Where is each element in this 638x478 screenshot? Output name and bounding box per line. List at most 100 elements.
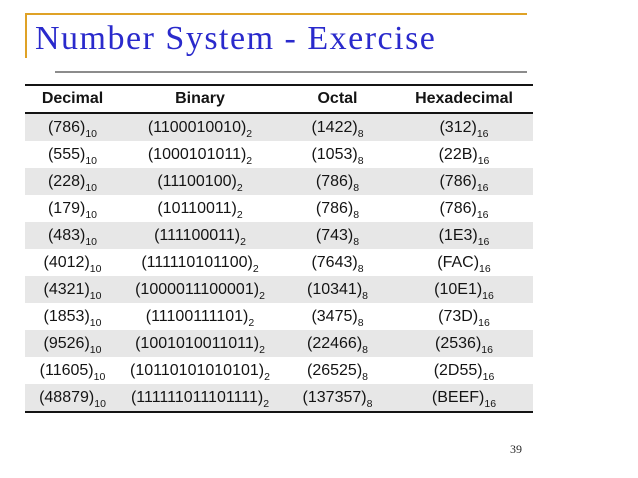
table-row: (483)10 (111100011)2 (743)8 (1E3)16 <box>25 222 533 249</box>
table-cell: (4012)10 <box>25 249 120 276</box>
table-cell: (2536)16 <box>395 330 533 357</box>
table-cell: (743)8 <box>280 222 395 249</box>
table-cell: (11100111101)2 <box>120 303 280 330</box>
base-subscript: 16 <box>481 343 493 356</box>
title-underline <box>55 71 527 73</box>
base-subscript: 8 <box>357 316 364 329</box>
header-cell-binary: Binary <box>120 85 280 114</box>
number-value: (3475) <box>311 307 358 325</box>
page-number: 39 <box>510 442 522 456</box>
base-subscript: 8 <box>362 370 368 383</box>
table-cell: (137357)8 <box>280 384 395 412</box>
table-row: (11605)10 (10110101010101)2 (26525)8 (2D55)… <box>25 357 533 384</box>
base-subscript: 8 <box>353 208 360 221</box>
number-value: (1053) <box>311 145 358 163</box>
table-cell: (11100100)2 <box>120 168 280 195</box>
table-cell: (10341)8 <box>280 276 395 303</box>
table-cell: (111100011)2 <box>120 222 280 249</box>
base-subscript: 10 <box>89 343 102 356</box>
base-subscript: 2 <box>240 235 246 248</box>
base-subscript: 2 <box>263 397 270 410</box>
table-cell: (786)8 <box>280 168 395 195</box>
number-value: (10110011) <box>157 199 237 217</box>
table-cell: (1001010011011)2 <box>120 330 280 357</box>
table-cell: (7643)8 <box>280 249 395 276</box>
base-subscript: 10 <box>85 208 98 221</box>
number-value: (22B) <box>438 145 478 163</box>
number-value: (228) <box>47 172 86 190</box>
number-value: (10110101010101) <box>130 361 265 379</box>
base-subscript: 16 <box>482 289 494 302</box>
header-cell-decimal: Decimal <box>25 85 120 114</box>
base-subscript: 16 <box>476 181 489 194</box>
number-value: (137357) <box>302 388 367 406</box>
base-subscript: 2 <box>246 154 253 167</box>
base-subscript: 2 <box>236 208 243 221</box>
number-value: (111111011101111) <box>130 388 264 406</box>
table-cell: (22466)8 <box>280 330 395 357</box>
base-subscript: 10 <box>85 154 98 167</box>
table-cell: (3475)8 <box>280 303 395 330</box>
table-header: Decimal Binary Octal Hexadecimal <box>25 85 533 114</box>
table-cell: (111111011101111)2 <box>120 384 280 412</box>
number-value: (7643) <box>311 253 358 271</box>
number-value: (11100100) <box>157 172 237 190</box>
base-subscript: 16 <box>477 235 490 248</box>
table-cell: (FAC)16 <box>395 249 533 276</box>
base-subscript: 8 <box>357 154 364 167</box>
number-value: (4012) <box>43 253 90 271</box>
base-subscript: 2 <box>264 370 270 383</box>
table-cell: (BEEF)16 <box>395 384 533 412</box>
table-cell: (1853)10 <box>25 303 120 330</box>
number-value: (179) <box>47 199 86 217</box>
base-subscript: 8 <box>353 235 360 248</box>
conversion-table: Decimal Binary Octal Hexadecimal (786)10… <box>25 84 533 413</box>
number-value: (111100011) <box>154 226 241 244</box>
number-value: (22466) <box>307 334 363 352</box>
slide-title: Number System - Exercise <box>35 20 437 57</box>
table-row: (179)10 (10110011)2 (786)8 (786)16 <box>25 195 533 222</box>
table-cell: (1100010010)2 <box>120 113 280 141</box>
table-row: (4321)10 (1000011100001)2 (10341)8 (10E1)16 <box>25 276 533 303</box>
number-value: (10341) <box>307 280 363 298</box>
number-value: (1000011100001) <box>135 280 260 298</box>
number-value: (111110101100) <box>141 253 253 271</box>
table-row: (786)10 (1100010010)2 (1422)8 (312)16 <box>25 113 533 141</box>
base-subscript: 2 <box>246 127 253 140</box>
number-value: (555) <box>47 145 86 163</box>
number-value: (1422) <box>311 118 358 136</box>
number-value: (1E3) <box>438 226 478 244</box>
table-row: (4012)10 (111110101100)2 (7643)8 (FAC)16 <box>25 249 533 276</box>
base-subscript: 16 <box>484 397 497 410</box>
table-cell: (11605)10 <box>25 357 120 384</box>
number-value: (BEEF) <box>431 388 485 406</box>
table-cell: (4321)10 <box>25 276 120 303</box>
base-subscript: 2 <box>248 316 255 329</box>
table-row: (9526)10 (1001010011011)2 (22466)8 (2536)16 <box>25 330 533 357</box>
base-subscript: 10 <box>85 181 98 194</box>
base-subscript: 16 <box>482 370 495 383</box>
header-cell-hexadecimal: Hexadecimal <box>395 85 533 114</box>
table-cell: (10E1)16 <box>395 276 533 303</box>
table-cell: (786)16 <box>395 195 533 222</box>
base-subscript: 10 <box>85 127 98 140</box>
table-cell: (1000011100001)2 <box>120 276 280 303</box>
number-value: (48879) <box>39 388 95 406</box>
number-value: (786) <box>315 172 354 190</box>
number-value: (1100010010) <box>147 118 247 136</box>
table-cell: (786)8 <box>280 195 395 222</box>
number-value: (1853) <box>43 307 90 325</box>
table-cell: (786)10 <box>25 113 120 141</box>
base-subscript: 10 <box>93 370 106 383</box>
number-value: (312) <box>439 118 477 136</box>
table-row: (228)10 (11100100)2 (786)8 (786)16 <box>25 168 533 195</box>
base-subscript: 16 <box>478 316 490 329</box>
number-value: (2536) <box>435 334 482 352</box>
table-cell: (73D)16 <box>395 303 533 330</box>
number-value: (11605) <box>39 361 94 379</box>
table-cell: (312)16 <box>395 113 533 141</box>
table-cell: (111110101100)2 <box>120 249 280 276</box>
number-value: (786) <box>439 172 477 190</box>
number-value: (26525) <box>307 361 363 379</box>
number-value: (786) <box>47 118 86 136</box>
